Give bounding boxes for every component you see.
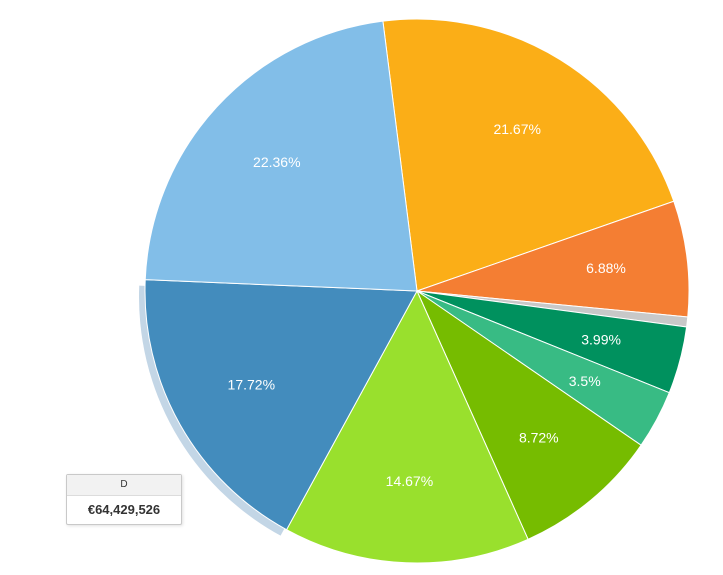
pie-slice-1[interactable] <box>382 18 675 292</box>
slice-label-8: 17.72% <box>228 377 275 393</box>
pie-slice-7[interactable] <box>285 289 529 564</box>
tooltip: D €64,429,526 <box>66 474 182 525</box>
slice-label-1: 21.67% <box>493 121 540 137</box>
pie-slices <box>144 18 690 564</box>
tooltip-title: D <box>67 475 181 496</box>
pie-slice-9[interactable] <box>144 20 418 292</box>
slice-labels: 21.67% 6.88% 3.99% 3.5% 8.72% 14.67% 17.72% 22.… <box>228 121 626 489</box>
slice-label-7: 14.67% <box>386 473 433 489</box>
slice-label-2: 6.88% <box>586 260 626 276</box>
slice-label-4: 3.99% <box>581 332 621 348</box>
slice-label-9: 22.36% <box>253 154 300 170</box>
tooltip-value: €64,429,526 <box>87 502 161 517</box>
slice-label-6: 8.72% <box>519 429 559 445</box>
pie-slice-2[interactable] <box>416 200 690 318</box>
slice-label-5: 3.5% <box>569 373 601 389</box>
pie-slice-6[interactable] <box>415 289 642 540</box>
pie-slice-8[interactable] <box>144 279 418 531</box>
